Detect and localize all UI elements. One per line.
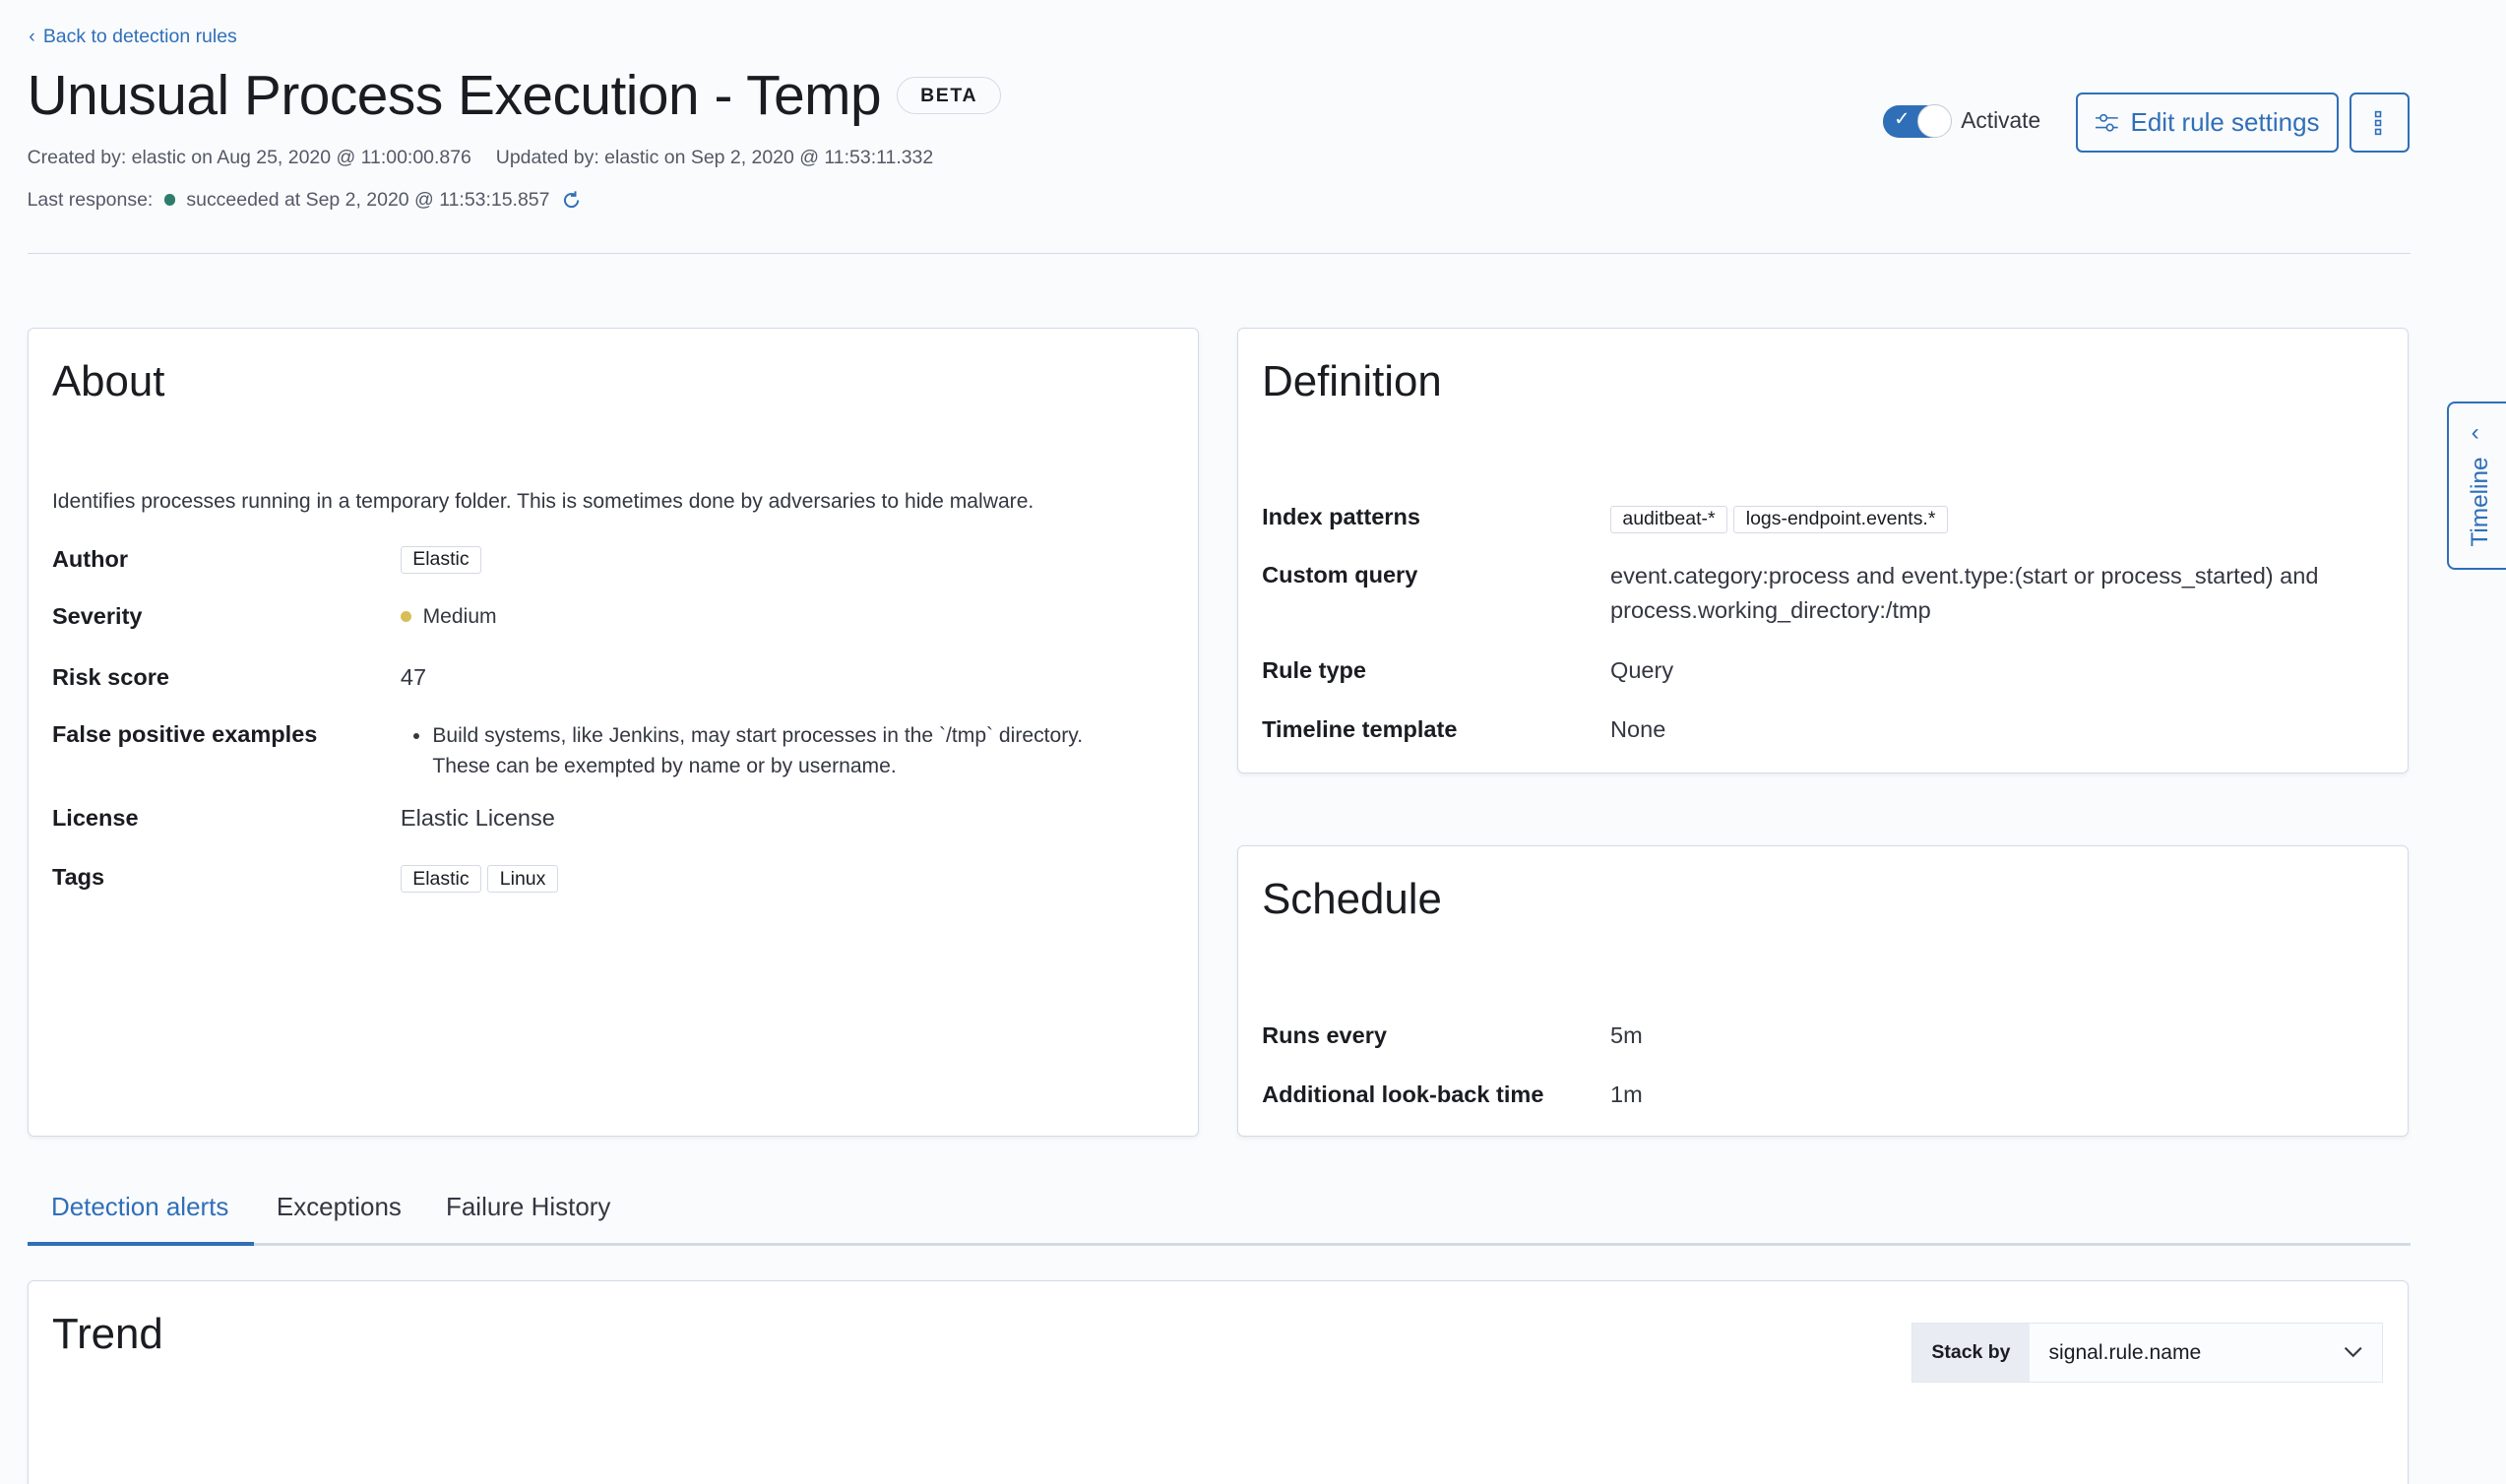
beta-badge: BETA (897, 77, 1001, 115)
author-badge: Elastic (400, 545, 481, 574)
severity-text: Medium (422, 604, 497, 628)
about-panel: About Identifies processes running in a … (27, 327, 1200, 1137)
stack-by-dropdown[interactable]: signal.rule.name (2030, 1324, 2383, 1382)
severity-label: Severity (51, 603, 143, 630)
page-title: Unusual Process Execution - Temp BETA (28, 64, 1001, 128)
last-response-label: Last response: (27, 188, 154, 211)
severity-value: Medium (400, 603, 497, 630)
updated-by: Updated by: elastic on Sep 2, 2020 @ 11:… (495, 147, 934, 169)
tabs: Detection alerts Exceptions Failure Hist… (27, 1183, 2411, 1247)
refresh-icon[interactable] (561, 190, 582, 211)
edit-rule-settings-button[interactable]: Edit rule settings (2076, 93, 2340, 153)
definition-panel: Definition Index patterns auditbeat-* logs… (1236, 327, 2410, 774)
back-link-label: Back to detection rules (42, 25, 237, 47)
license-label: License (51, 804, 139, 831)
index-patterns-label: Index patterns (1262, 504, 1420, 530)
check-icon: ✓ (1894, 107, 1911, 130)
edit-button-label: Edit rule settings (2130, 107, 2320, 138)
rule-meta: Created by: elastic on Aug 25, 2020 @ 11… (28, 147, 953, 169)
activate-label: Activate (1961, 106, 2041, 133)
fp-item: Build systems, like Jenkins, may start p… (432, 721, 1135, 782)
rule-type-value: Query (1610, 657, 1674, 684)
status-dot-icon (163, 194, 176, 206)
tab-detection-alerts[interactable]: Detection alerts (50, 1192, 229, 1222)
last-response: Last response: succeeded at Sep 2, 2020 … (28, 189, 582, 212)
tags-list: Elastic Linux (400, 864, 564, 894)
trend-title: Trend (51, 1309, 163, 1358)
fp-label: False positive examples (51, 721, 318, 748)
last-response-value: succeeded at Sep 2, 2020 @ 11:53:15.857 (186, 188, 550, 211)
severity-dot-icon (400, 610, 412, 623)
timeline-template-label: Timeline template (1262, 716, 1458, 743)
header-divider (27, 252, 2411, 255)
schedule-title: Schedule (1262, 875, 1442, 924)
rule-type-label: Rule type (1262, 657, 1366, 684)
author-label: Author (51, 545, 129, 572)
lookback-value: 1m (1610, 1081, 1643, 1107)
tags-label: Tags (51, 863, 105, 890)
fp-list: Build systems, like Jenkins, may start p… (401, 721, 1136, 782)
created-by: Created by: elastic on Aug 25, 2020 @ 11… (27, 147, 471, 169)
runs-every-value: 5m (1610, 1021, 1643, 1048)
toggle-knob (1917, 103, 1952, 139)
about-description: Identifies processes running in a tempor… (51, 489, 1034, 513)
back-to-rules-link[interactable]: ‹ Back to detection rules (29, 26, 237, 48)
controls-icon (2095, 113, 2118, 132)
stack-by-value: signal.rule.name (2048, 1340, 2202, 1364)
tab-failure-history[interactable]: Failure History (446, 1192, 611, 1222)
timeline-template-value: None (1610, 716, 1666, 743)
tag-badge: Linux (487, 865, 558, 894)
custom-query-label: Custom query (1262, 561, 1418, 587)
title-text: Unusual Process Execution - Temp (27, 64, 882, 127)
chevron-down-icon (2345, 1347, 2362, 1358)
tag-badge: Elastic (400, 865, 481, 894)
index-pattern-badge: auditbeat-* (1610, 505, 1727, 534)
activate-toggle[interactable]: ✓ (1882, 103, 1952, 139)
runs-every-label: Runs every (1262, 1021, 1387, 1048)
risk-label: Risk score (51, 663, 169, 690)
stack-by-select[interactable]: Stack by signal.rule.name (1911, 1323, 2384, 1383)
timeline-flyout-button[interactable]: ‹ Timeline (2446, 401, 2506, 570)
chevron-left-icon: ‹ (29, 25, 35, 47)
schedule-panel: Schedule Runs every 5m Additional look-ba… (1236, 844, 2410, 1137)
custom-query-value: event.category:process and event.type:(s… (1610, 562, 2319, 624)
lookback-label: Additional look-back time (1262, 1081, 1544, 1107)
license-value: Elastic License (400, 804, 555, 831)
active-tab-indicator (27, 1241, 255, 1247)
timeline-label: Timeline (2467, 457, 2494, 547)
stack-by-label: Stack by (1911, 1324, 2030, 1382)
more-actions-button[interactable] (2349, 93, 2410, 153)
index-pattern-badge: logs-endpoint.events.* (1733, 505, 1948, 534)
about-title: About (51, 357, 165, 406)
risk-value: 47 (400, 663, 427, 690)
tab-exceptions[interactable]: Exceptions (276, 1192, 402, 1222)
boxes-vertical-icon (2375, 110, 2382, 135)
chevron-left-icon: ‹ (2471, 418, 2479, 446)
definition-title: Definition (1262, 357, 1442, 406)
